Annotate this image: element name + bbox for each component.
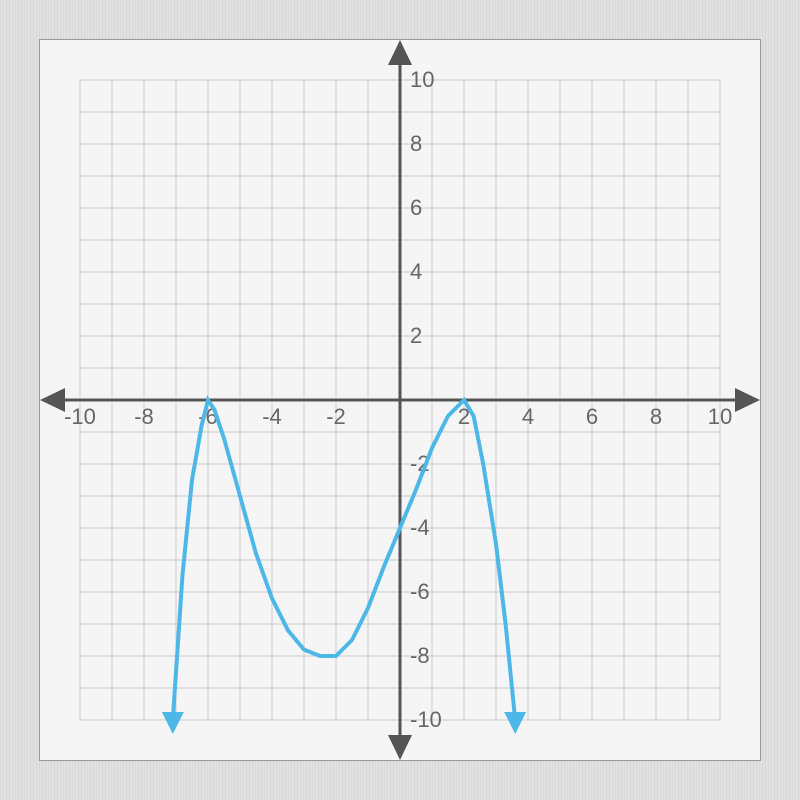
y-tick-label: 4 xyxy=(410,259,422,284)
x-tick-label: 8 xyxy=(650,404,662,429)
x-tick-label: 10 xyxy=(708,404,732,429)
curve-arrow-left xyxy=(162,712,184,734)
x-tick-label: -2 xyxy=(326,404,346,429)
y-tick-label: -4 xyxy=(410,515,430,540)
y-axis-arrow-up xyxy=(388,40,412,65)
function-curve xyxy=(162,400,526,734)
y-tick-label: 6 xyxy=(410,195,422,220)
graph-svg: -10-8-6-4-2246810108642-2-4-6-8-10 xyxy=(40,40,760,760)
y-axis-arrow-down xyxy=(388,735,412,760)
x-tick-label: -10 xyxy=(64,404,96,429)
x-axis-arrow-left xyxy=(40,388,65,412)
y-tick-label: 8 xyxy=(410,131,422,156)
x-tick-label: 4 xyxy=(522,404,534,429)
y-tick-label: -8 xyxy=(410,643,430,668)
y-tick-label: 2 xyxy=(410,323,422,348)
x-tick-label: -8 xyxy=(134,404,154,429)
x-tick-label: 6 xyxy=(586,404,598,429)
axes xyxy=(40,40,760,760)
y-tick-label: 10 xyxy=(410,67,434,92)
curve-arrow-right xyxy=(504,712,526,734)
coordinate-graph: -10-8-6-4-2246810108642-2-4-6-8-10 xyxy=(39,39,761,761)
y-tick-label: -10 xyxy=(410,707,442,732)
x-axis-arrow-right xyxy=(735,388,760,412)
y-tick-label: -6 xyxy=(410,579,430,604)
x-tick-label: -4 xyxy=(262,404,282,429)
